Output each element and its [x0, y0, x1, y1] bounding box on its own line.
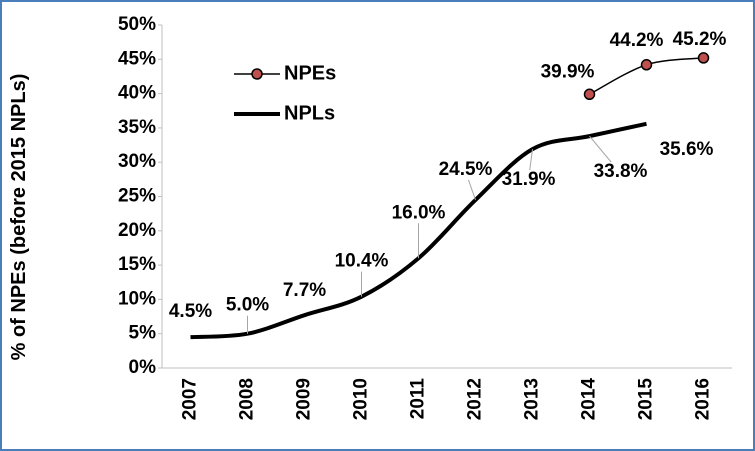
y-axis-label: % of NPEs (before 2015 NPLs): [8, 73, 30, 361]
y-tick-label: 35%: [118, 117, 156, 138]
data-label: 33.8%: [594, 161, 648, 182]
x-tick-label: 2008: [237, 378, 258, 420]
legend-marker: [251, 68, 263, 80]
data-label: 24.5%: [439, 159, 493, 180]
marker: [697, 52, 710, 64]
y-tick-label: 0%: [129, 357, 157, 378]
data-label: 31.9%: [502, 169, 556, 190]
y-tick-label: 10%: [118, 288, 156, 309]
y-tick-label: 15%: [118, 254, 156, 275]
data-label: 35.6%: [660, 139, 714, 160]
data-label: 7.7%: [283, 280, 326, 301]
y-tick-label: 5%: [129, 323, 157, 344]
y-tick-label: 20%: [118, 220, 156, 241]
x-tick-label: 2013: [522, 378, 543, 420]
y-tick-label: 30%: [118, 151, 156, 172]
data-label: 16.0%: [392, 202, 446, 223]
leader-line: [468, 179, 476, 201]
x-tick-label: 2009: [294, 378, 315, 420]
data-label: 45.2%: [673, 29, 727, 50]
legend-label: NPEs: [284, 62, 336, 84]
data-label: 10.4%: [335, 251, 389, 272]
x-tick-label: 2010: [351, 378, 372, 420]
x-tick-label: 2014: [579, 378, 600, 421]
data-label: 5.0%: [226, 295, 269, 316]
data-label: 44.2%: [610, 30, 664, 51]
x-tick-label: 2016: [693, 378, 714, 420]
y-tick-label: 40%: [118, 83, 156, 104]
y-tick-label: 25%: [118, 186, 156, 207]
x-tick-label: 2015: [636, 378, 657, 421]
leader-line: [589, 135, 612, 163]
marker: [583, 88, 596, 101]
x-tick-label: 2012: [465, 378, 486, 420]
leader-line: [529, 149, 533, 171]
x-tick-label: 2011: [408, 378, 429, 420]
y-tick-label: 50%: [118, 14, 156, 35]
data-label: 4.5%: [169, 301, 212, 322]
data-label: 39.9%: [541, 61, 595, 82]
legend-label: NPLs: [284, 102, 335, 124]
x-tick-label: 2007: [180, 378, 201, 420]
marker: [640, 59, 653, 71]
y-tick-label: 45%: [118, 48, 156, 69]
